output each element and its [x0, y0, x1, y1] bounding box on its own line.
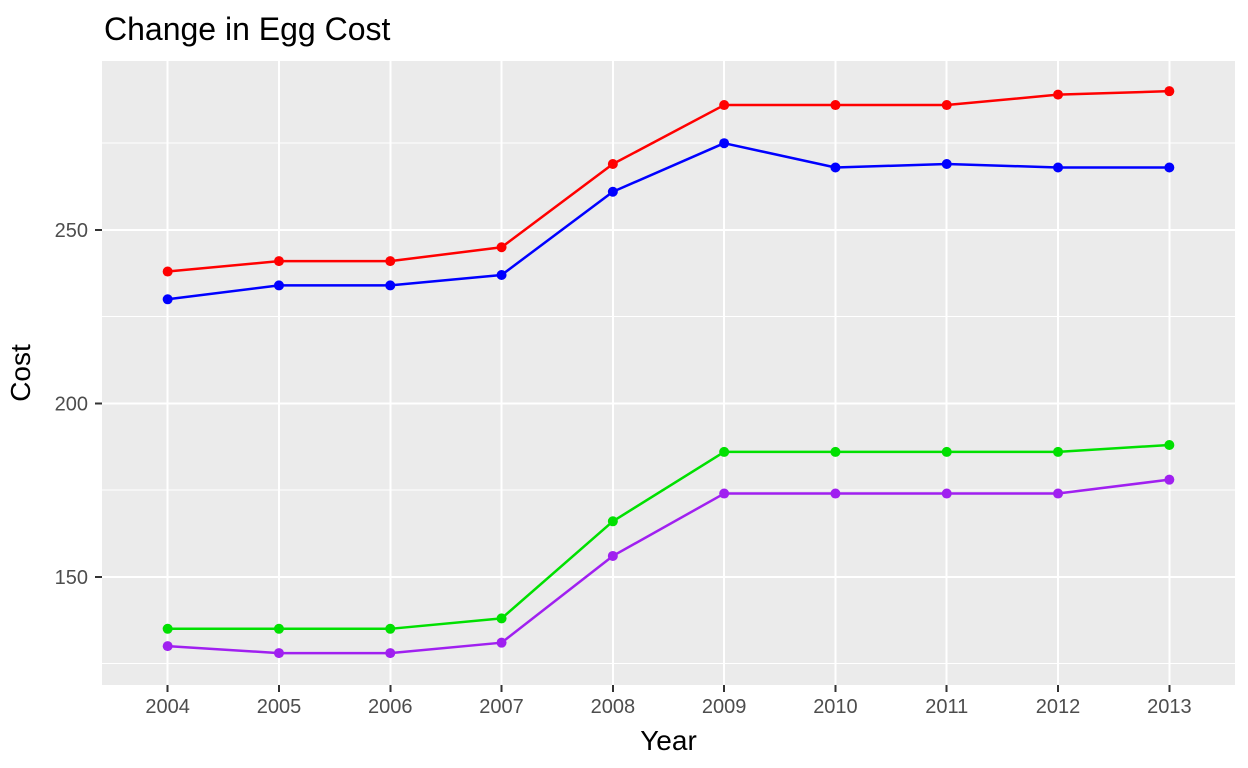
point-blue-series-2006 — [385, 280, 396, 291]
point-blue-series-2007 — [496, 270, 507, 281]
point-blue-series-2013 — [1164, 162, 1175, 173]
x-tick-label-2004: 2004 — [145, 696, 190, 718]
point-red-series-2012 — [1053, 89, 1064, 100]
point-purple-series-2009 — [719, 488, 730, 499]
point-purple-series-2013 — [1164, 474, 1175, 485]
point-purple-series-2006 — [385, 648, 396, 659]
point-red-series-2007 — [496, 242, 507, 253]
point-blue-series-2008 — [607, 186, 618, 197]
x-tick-label-2012: 2012 — [1036, 696, 1081, 718]
point-green-series-2007 — [496, 613, 507, 624]
point-red-series-2005 — [273, 256, 284, 267]
series-line-green-series — [167, 443, 1170, 631]
point-red-series-2011 — [941, 100, 952, 111]
point-red-series-2013 — [1164, 86, 1175, 97]
point-green-series-2012 — [1053, 446, 1064, 457]
x-tick-label-2011: 2011 — [925, 696, 968, 718]
point-blue-series-2004 — [162, 294, 173, 305]
y-axis-title: Cost — [5, 344, 36, 402]
point-green-series-2011 — [941, 446, 952, 457]
point-purple-series-2004 — [162, 641, 173, 652]
y-tick-label-150: 150 — [55, 567, 88, 589]
point-green-series-2004 — [162, 623, 173, 634]
point-blue-series-2010 — [830, 162, 841, 173]
point-red-series-2004 — [162, 266, 173, 277]
series-line-red-series — [167, 89, 1170, 273]
point-blue-series-2012 — [1053, 162, 1064, 173]
point-purple-series-2010 — [830, 488, 841, 499]
point-green-series-2013 — [1164, 439, 1175, 450]
point-red-series-2009 — [719, 100, 730, 111]
y-tick-label-200: 200 — [55, 393, 88, 415]
x-tick-label-2008: 2008 — [591, 696, 636, 718]
y-tick-label-250: 250 — [55, 220, 88, 242]
point-red-series-2010 — [830, 100, 841, 111]
x-tick-label-2010: 2010 — [813, 696, 858, 718]
point-purple-series-2005 — [273, 648, 284, 659]
point-green-series-2008 — [607, 516, 618, 527]
series-line-blue-series — [167, 141, 1170, 301]
chart-title: Change in Egg Cost — [104, 11, 391, 47]
x-tick-label-2007: 2007 — [479, 696, 524, 718]
x-tick-label-2009: 2009 — [702, 696, 747, 718]
point-purple-series-2007 — [496, 637, 507, 648]
point-red-series-2008 — [607, 159, 618, 170]
point-blue-series-2011 — [941, 159, 952, 170]
point-green-series-2006 — [385, 623, 396, 634]
point-purple-series-2012 — [1053, 488, 1064, 499]
x-axis-title: Year — [640, 725, 697, 756]
point-green-series-2005 — [273, 623, 284, 634]
point-green-series-2009 — [719, 446, 730, 457]
series-line-purple-series — [167, 478, 1170, 655]
x-tick-label-2005: 2005 — [257, 696, 302, 718]
plot-panel — [102, 61, 1235, 685]
point-purple-series-2011 — [941, 488, 952, 499]
point-red-series-2006 — [385, 256, 396, 267]
point-green-series-2010 — [830, 446, 841, 457]
point-blue-series-2005 — [273, 280, 284, 291]
x-tick-label-2013: 2013 — [1147, 696, 1192, 718]
point-purple-series-2008 — [607, 550, 618, 561]
x-tick-label-2006: 2006 — [368, 696, 413, 718]
point-blue-series-2009 — [719, 138, 730, 149]
